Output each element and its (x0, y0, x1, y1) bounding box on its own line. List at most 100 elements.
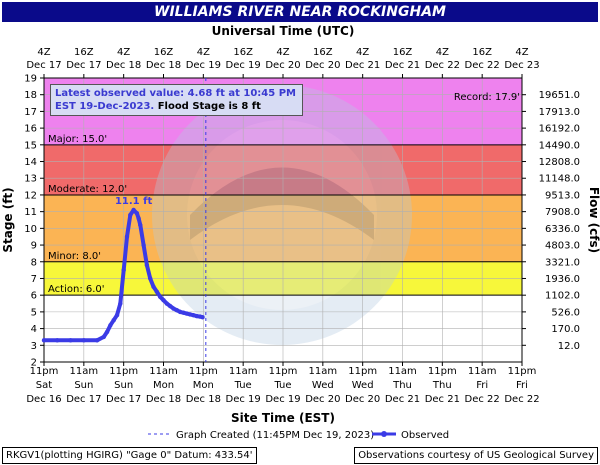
top-tick-date: Dec 18 (106, 60, 141, 71)
top-tick-date: Dec 19 (186, 60, 221, 71)
x-tick-date: Dec 19 (226, 394, 261, 405)
x-tick-date: Dec 17 (66, 394, 101, 405)
y-tick-label: 15 (24, 140, 37, 151)
observed-point (136, 216, 141, 221)
x-tick-time: 11pm (189, 366, 218, 377)
observed-point (177, 309, 183, 315)
x-tick-time: 11am (309, 366, 338, 377)
y-tick-label: 5 (31, 307, 37, 318)
observed-point (124, 234, 130, 239)
x-tick-date: Dec 22 (465, 394, 500, 405)
top-tick-date: Dec 20 (305, 60, 340, 71)
top-tick-time: 16Z (74, 47, 94, 58)
top-tick-time: 16Z (313, 47, 333, 58)
top-tick-date: Dec 17 (26, 60, 61, 71)
y-tick-label: 18 (24, 90, 37, 101)
x-tick-day: Wed (352, 380, 374, 391)
x-tick-date: Dec 21 (425, 394, 460, 405)
labels: Action: 6.0' Minor: 8.0' Moderate: 12.0' Ma… (48, 92, 520, 441)
y-tick-label: 10 (24, 224, 37, 235)
x-tick-date: Dec 20 (345, 394, 380, 405)
flow-tick-label: 1936.0 (545, 274, 580, 285)
observed-point (131, 207, 136, 213)
observed-point (138, 222, 143, 228)
observed-point (104, 329, 110, 335)
peak-label: 11.1 ft (115, 196, 153, 207)
x-tick-day: Mon (193, 380, 214, 391)
x-tick-day: Mon (153, 380, 174, 391)
watermark-bird (190, 167, 374, 240)
observed-point (111, 318, 116, 323)
observed-point (148, 276, 153, 281)
top-tick-time: 16Z (472, 47, 492, 58)
observed-point (94, 338, 100, 343)
x-tick-day: Thu (392, 380, 412, 391)
observed-point (121, 267, 126, 273)
x-tick-date: Dec 16 (26, 394, 61, 405)
top-tick-time: 4Z (197, 47, 210, 58)
x-tick-date: Dec 19 (265, 394, 300, 405)
footer-credit: Observations courtesy of US Geological S… (354, 447, 598, 464)
observed-point (191, 313, 196, 318)
y-tick-label: 4 (31, 324, 37, 335)
x-tick-day: Wed (312, 380, 334, 391)
watermark-seal (152, 85, 412, 345)
footer: RKGV1(plotting HGIRG) "Gage 0" Datum: 43… (0, 445, 600, 465)
y-axis-title: Stage (ft) (1, 187, 15, 252)
top-tick-time: 16Z (154, 47, 174, 58)
observed-point (118, 301, 123, 306)
y-tick-label: 3 (31, 341, 37, 352)
flow-tick-label: 4803.0 (545, 241, 580, 252)
x-tick-date: Dec 18 (146, 394, 181, 405)
chart-title: WILLIAMS RIVER NEAR ROCKINGHAM (154, 4, 446, 20)
observed-point (144, 262, 150, 268)
flow-tick-label: 7908.0 (545, 207, 580, 218)
observed-point (200, 315, 205, 320)
footer-datum: RKGV1(plotting HGIRG) "Gage 0" Datum: 43… (2, 447, 257, 464)
x-tick-time: 11pm (269, 366, 298, 377)
top-tick-date: Dec 21 (345, 60, 380, 71)
y-tick-label: 13 (24, 174, 37, 185)
y-tick-label: 12 (24, 190, 37, 201)
x-tick-date: Dec 17 (106, 394, 141, 405)
y-tick-label: 14 (24, 157, 37, 168)
observed-point (164, 301, 170, 306)
x-tick-time: 11pm (348, 366, 377, 377)
y-tick-label: 7 (31, 274, 37, 285)
x-tick-time: 11pm (30, 366, 59, 377)
flow-tick-label: 6336.0 (545, 224, 580, 235)
x-tick-time: 11am (388, 366, 417, 377)
observed-point (167, 303, 173, 309)
top-tick-time: 4Z (436, 47, 449, 58)
x-tick-time: 11pm (428, 366, 457, 377)
x-tick-time: 11am (468, 366, 497, 377)
observed-point (101, 334, 106, 340)
observed-point (108, 323, 113, 328)
x-tick-day: Fri (476, 380, 488, 391)
top-tick-date: Dec 19 (226, 60, 261, 71)
x-tick-day: Sun (114, 380, 133, 391)
legend-observed-marker (381, 431, 387, 437)
top-tick-date: Dec 17 (66, 60, 101, 71)
x-tick-day: Sun (74, 380, 93, 391)
y-tick-label: 9 (31, 241, 37, 252)
observed-point (141, 242, 146, 248)
band-label-moderate: Moderate: 12.0' (48, 184, 127, 195)
flow-tick-label: 14490.0 (539, 140, 580, 151)
observed-point (161, 297, 166, 303)
x-tick-time: 11pm (109, 366, 138, 377)
band-label-minor: Minor: 8.0' (48, 251, 101, 262)
x-tick-date: Dec 22 (504, 394, 539, 405)
x-tick-time: 11am (229, 366, 258, 377)
x-tick-date: Dec 18 (186, 394, 221, 405)
flow-tick-label: 17913.0 (539, 107, 580, 118)
latest-value-line2: EST 19-Dec-2023. (55, 101, 155, 112)
watermark-inner (187, 120, 377, 310)
y-tick-label: 2 (31, 358, 37, 369)
x-tick-time: 11pm (508, 366, 537, 377)
flow-tick-label: 170.0 (551, 324, 580, 335)
top-tick-date: Dec 22 (465, 60, 500, 71)
flow-tick-label: 16192.0 (539, 124, 580, 135)
latest-value-box: Latest observed value: 4.68 ft at 10:45 … (50, 84, 303, 116)
top-axis-title: Universal Time (UTC) (212, 24, 355, 38)
